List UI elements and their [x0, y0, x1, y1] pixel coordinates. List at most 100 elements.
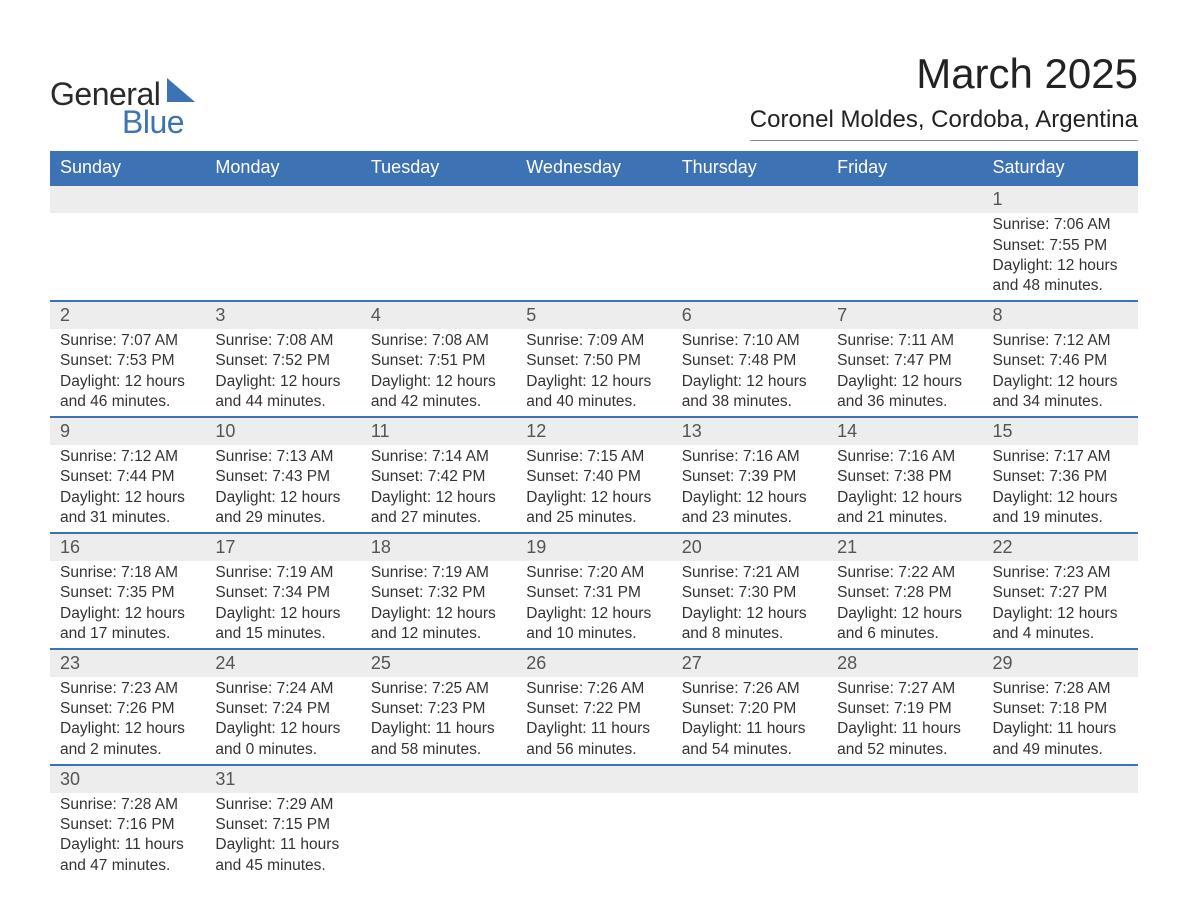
daylight-text: and 27 minutes.	[371, 508, 506, 528]
sail-icon	[167, 78, 195, 107]
day-number-cell: 6	[672, 301, 827, 329]
weekday-header: Sunday	[50, 151, 205, 185]
daylight-text: and 31 minutes.	[60, 508, 195, 528]
sunset-text: Sunset: 7:20 PM	[682, 699, 817, 719]
day-number-cell: 5	[516, 301, 671, 329]
title-block: March 2025 Coronel Moldes, Cordoba, Arge…	[750, 50, 1138, 141]
weekday-header: Tuesday	[361, 151, 516, 185]
daylight-text: Daylight: 11 hours	[215, 835, 350, 855]
sunrise-text: Sunrise: 7:26 AM	[682, 679, 817, 699]
day-number: 26	[526, 653, 546, 673]
daylight-text: and 8 minutes.	[682, 624, 817, 644]
day-detail-cell: Sunrise: 7:16 AMSunset: 7:38 PMDaylight:…	[827, 445, 982, 533]
daylight-text: and 42 minutes.	[371, 392, 506, 412]
daylight-text: Daylight: 12 hours	[60, 604, 195, 624]
daylight-text: Daylight: 11 hours	[60, 835, 195, 855]
sunset-text: Sunset: 7:36 PM	[993, 467, 1128, 487]
daylight-text: and 6 minutes.	[837, 624, 972, 644]
day-number-cell	[827, 185, 982, 213]
day-detail-cell: Sunrise: 7:08 AMSunset: 7:51 PMDaylight:…	[361, 329, 516, 417]
day-number-cell: 31	[205, 765, 360, 793]
day-detail-cell: Sunrise: 7:08 AMSunset: 7:52 PMDaylight:…	[205, 329, 360, 417]
day-number: 8	[993, 305, 1003, 325]
day-number-cell: 17	[205, 533, 360, 561]
day-number-cell: 11	[361, 417, 516, 445]
daylight-text: Daylight: 11 hours	[371, 719, 506, 739]
day-detail-cell: Sunrise: 7:28 AMSunset: 7:18 PMDaylight:…	[983, 677, 1138, 765]
weekday-header: Wednesday	[516, 151, 671, 185]
daylight-text: Daylight: 11 hours	[837, 719, 972, 739]
day-detail-cell	[983, 793, 1138, 880]
daylight-text: and 23 minutes.	[682, 508, 817, 528]
detail-row: Sunrise: 7:28 AMSunset: 7:16 PMDaylight:…	[50, 793, 1138, 880]
day-detail-cell	[205, 213, 360, 301]
day-number: 15	[993, 421, 1013, 441]
daylight-text: Daylight: 12 hours	[215, 488, 350, 508]
sunset-text: Sunset: 7:39 PM	[682, 467, 817, 487]
day-detail-cell: Sunrise: 7:25 AMSunset: 7:23 PMDaylight:…	[361, 677, 516, 765]
day-detail-cell	[827, 213, 982, 301]
day-number: 31	[215, 769, 235, 789]
day-number-cell: 14	[827, 417, 982, 445]
sunrise-text: Sunrise: 7:19 AM	[371, 563, 506, 583]
daylight-text: and 17 minutes.	[60, 624, 195, 644]
daylight-text: Daylight: 12 hours	[993, 372, 1128, 392]
brand-logo: General Blue	[50, 50, 195, 138]
sunrise-text: Sunrise: 7:23 AM	[993, 563, 1128, 583]
daylight-text: Daylight: 12 hours	[837, 604, 972, 624]
day-number-cell	[516, 185, 671, 213]
daylight-text: Daylight: 12 hours	[993, 604, 1128, 624]
day-detail-cell: Sunrise: 7:19 AMSunset: 7:32 PMDaylight:…	[361, 561, 516, 649]
day-number: 22	[993, 537, 1013, 557]
day-number-cell: 20	[672, 533, 827, 561]
day-detail-cell: Sunrise: 7:26 AMSunset: 7:20 PMDaylight:…	[672, 677, 827, 765]
sunrise-text: Sunrise: 7:25 AM	[371, 679, 506, 699]
daylight-text: Daylight: 11 hours	[993, 719, 1128, 739]
day-number-cell: 12	[516, 417, 671, 445]
sunrise-text: Sunrise: 7:12 AM	[993, 331, 1128, 351]
day-number: 17	[215, 537, 235, 557]
daynum-row: 1	[50, 185, 1138, 213]
day-detail-cell: Sunrise: 7:18 AMSunset: 7:35 PMDaylight:…	[50, 561, 205, 649]
sunrise-text: Sunrise: 7:08 AM	[371, 331, 506, 351]
day-number-cell: 28	[827, 649, 982, 677]
daylight-text: and 36 minutes.	[837, 392, 972, 412]
day-number: 9	[60, 421, 70, 441]
daylight-text: and 38 minutes.	[682, 392, 817, 412]
day-number-cell	[361, 185, 516, 213]
sunset-text: Sunset: 7:40 PM	[526, 467, 661, 487]
day-number: 14	[837, 421, 857, 441]
daylight-text: Daylight: 12 hours	[526, 372, 661, 392]
day-detail-cell: Sunrise: 7:21 AMSunset: 7:30 PMDaylight:…	[672, 561, 827, 649]
sunrise-text: Sunrise: 7:22 AM	[837, 563, 972, 583]
day-number-cell	[50, 185, 205, 213]
day-detail-cell	[672, 793, 827, 880]
day-number: 21	[837, 537, 857, 557]
sunrise-text: Sunrise: 7:26 AM	[526, 679, 661, 699]
sunset-text: Sunset: 7:43 PM	[215, 467, 350, 487]
detail-row: Sunrise: 7:06 AMSunset: 7:55 PMDaylight:…	[50, 213, 1138, 301]
day-number: 20	[682, 537, 702, 557]
month-title: March 2025	[750, 50, 1138, 98]
day-detail-cell: Sunrise: 7:06 AMSunset: 7:55 PMDaylight:…	[983, 213, 1138, 301]
sunrise-text: Sunrise: 7:20 AM	[526, 563, 661, 583]
daylight-text: and 54 minutes.	[682, 740, 817, 760]
daylight-text: Daylight: 12 hours	[526, 604, 661, 624]
day-detail-cell: Sunrise: 7:17 AMSunset: 7:36 PMDaylight:…	[983, 445, 1138, 533]
day-detail-cell: Sunrise: 7:26 AMSunset: 7:22 PMDaylight:…	[516, 677, 671, 765]
daylight-text: and 21 minutes.	[837, 508, 972, 528]
sunset-text: Sunset: 7:55 PM	[993, 236, 1128, 256]
sunset-text: Sunset: 7:27 PM	[993, 583, 1128, 603]
day-number-cell: 27	[672, 649, 827, 677]
sunset-text: Sunset: 7:47 PM	[837, 351, 972, 371]
daylight-text: Daylight: 12 hours	[526, 488, 661, 508]
day-number-cell	[205, 185, 360, 213]
sunset-text: Sunset: 7:42 PM	[371, 467, 506, 487]
day-number-cell: 1	[983, 185, 1138, 213]
day-detail-cell: Sunrise: 7:12 AMSunset: 7:44 PMDaylight:…	[50, 445, 205, 533]
sunrise-text: Sunrise: 7:28 AM	[993, 679, 1128, 699]
day-number-cell: 21	[827, 533, 982, 561]
sunrise-text: Sunrise: 7:10 AM	[682, 331, 817, 351]
day-number-cell: 3	[205, 301, 360, 329]
day-number-cell: 15	[983, 417, 1138, 445]
